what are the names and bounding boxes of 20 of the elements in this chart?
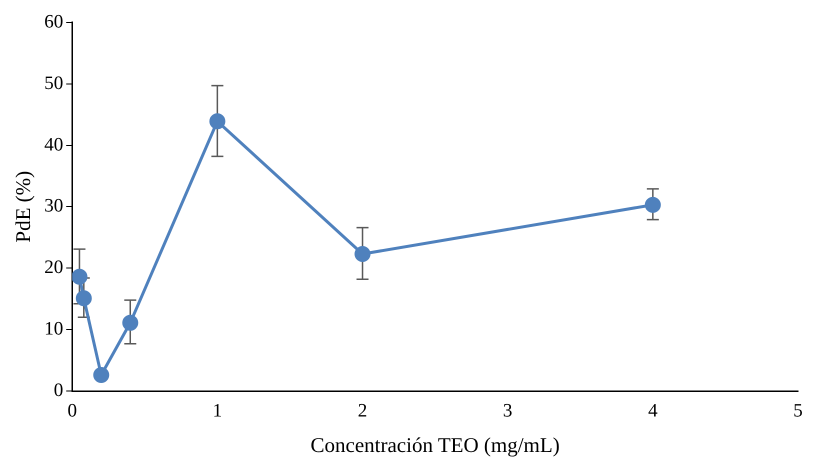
y-tick-label: 50 — [44, 72, 64, 94]
x-tick-label: 5 — [793, 400, 803, 422]
y-tick-label: 10 — [44, 318, 64, 340]
point — [93, 367, 110, 384]
y-tick-label: 60 — [44, 11, 64, 32]
y-tick-label: 0 — [54, 380, 64, 401]
y-axis-title: PdE (%) — [11, 170, 36, 243]
x-tick-label: 0 — [67, 400, 77, 422]
y-tick-label: 30 — [44, 196, 64, 217]
y-tick-label: 40 — [44, 134, 64, 156]
y-tick-label: 20 — [44, 257, 64, 278]
point — [354, 246, 371, 262]
x-tick-label: 3 — [502, 400, 512, 422]
point — [122, 314, 138, 331]
point — [644, 196, 661, 213]
x-axis-title: Concentración TEO (mg/mL) — [310, 432, 560, 457]
x-tick-label: 4 — [648, 400, 658, 422]
x-tick-label: 2 — [358, 400, 368, 422]
point — [209, 113, 226, 130]
x-tick-label: 1 — [212, 400, 222, 422]
